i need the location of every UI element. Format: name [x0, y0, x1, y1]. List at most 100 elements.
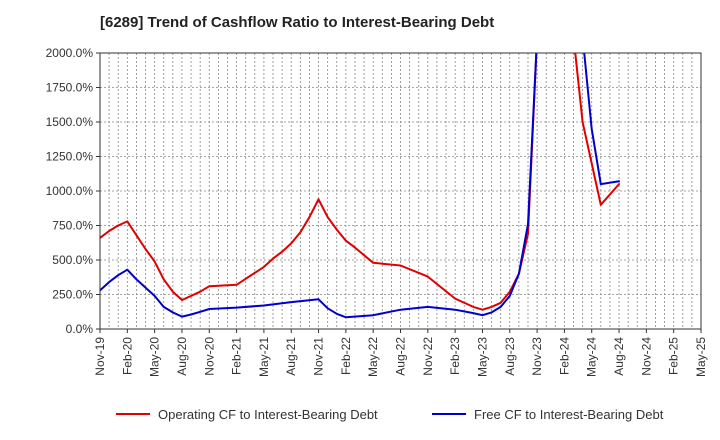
series-2-point	[136, 279, 138, 281]
x-tick-label: Feb-20	[120, 337, 134, 375]
series-1-point	[181, 299, 183, 301]
y-tick-label: 2000.0%	[46, 46, 94, 60]
series-1-point	[272, 258, 274, 260]
x-tick-label: Nov-23	[530, 337, 544, 376]
series-1-point	[290, 243, 292, 245]
x-tick-label: Aug-23	[503, 337, 517, 376]
series-1-point	[345, 240, 347, 242]
x-tick-label: May-25	[694, 337, 708, 377]
series-1-point	[236, 284, 238, 286]
series-2-point	[199, 311, 201, 313]
series-1-point	[163, 279, 165, 281]
series-2-point	[163, 306, 165, 308]
y-tick-label: 1500.0%	[46, 115, 94, 129]
series-2-point	[527, 223, 529, 225]
x-tick-label: Feb-21	[230, 337, 244, 375]
series-2-point	[181, 316, 183, 318]
legend-label-1: Operating CF to Interest-Bearing Debt	[158, 407, 378, 422]
series-1-point	[190, 295, 192, 297]
x-tick-label: May-24	[585, 337, 599, 377]
series-2-point	[145, 287, 147, 289]
x-tick-label: Nov-20	[202, 337, 216, 376]
legend-label-2: Free CF to Interest-Bearing Debt	[474, 407, 664, 422]
series-1-point	[309, 216, 311, 218]
series-1-point	[117, 225, 119, 227]
series-2-point	[618, 181, 620, 183]
y-tick-label: 1000.0%	[46, 184, 94, 198]
series-2-point	[345, 317, 347, 319]
x-tick-label: Nov-22	[421, 337, 435, 376]
series-1-point	[454, 298, 456, 300]
x-axis-ticks: Nov-19 Feb-20 May-20 Aug-20 Nov-20 Feb-21 May-…	[93, 329, 708, 377]
series-1-point	[372, 262, 374, 264]
x-tick-label: Feb-25	[667, 337, 681, 375]
series-2-point	[491, 312, 493, 314]
series-2-point	[190, 314, 192, 316]
series-1-point	[473, 306, 475, 308]
series-1-point	[354, 247, 356, 249]
series-2-point	[482, 314, 484, 316]
series-1-point	[591, 163, 593, 165]
x-tick-label: Nov-21	[312, 337, 326, 376]
series-2-point	[318, 299, 320, 301]
series-1-point	[154, 261, 156, 263]
series-2-point	[454, 309, 456, 311]
series-2-point	[591, 128, 593, 130]
series-1-point	[300, 232, 302, 234]
chart-title: [6289] Trend of Cashflow Ratio to Intere…	[100, 14, 495, 31]
series-1-point	[136, 234, 138, 236]
series-1-point	[108, 230, 110, 232]
series-line-2	[100, 53, 620, 319]
series-1-point	[336, 229, 338, 231]
series-2-point	[336, 313, 338, 315]
series-2-point	[473, 312, 475, 314]
series-2-point	[108, 281, 110, 283]
series-2-point	[600, 183, 602, 185]
series-1-point	[127, 221, 129, 223]
x-tick-label: Feb-24	[557, 337, 571, 375]
series-2-point	[400, 309, 402, 311]
series-1-point	[400, 265, 402, 267]
series-1-point	[618, 183, 620, 185]
series-2-point	[263, 305, 265, 307]
series-2-point	[154, 295, 156, 297]
series-2-point	[427, 306, 429, 308]
y-axis-ticks: 0.0% 250.0% 500.0% 750.0% 1000.0% 1250.0% 1500…	[46, 46, 100, 336]
series-1-point	[600, 204, 602, 206]
series-1-point	[427, 276, 429, 278]
legend: Operating CF to Interest-Bearing Debt Fre…	[116, 407, 664, 422]
series-2-point	[290, 301, 292, 303]
y-tick-label: 0.0%	[66, 322, 94, 336]
x-tick-label: May-23	[475, 337, 489, 377]
series-2-point	[372, 314, 374, 316]
y-tick-label: 750.0%	[52, 219, 93, 233]
x-tick-label: Nov-19	[93, 337, 107, 376]
x-tick-label: Aug-24	[612, 337, 626, 376]
series-1-point	[145, 248, 147, 250]
series-2-point	[172, 312, 174, 314]
y-tick-label: 250.0%	[52, 288, 93, 302]
x-tick-label: Feb-22	[339, 337, 353, 375]
x-tick-label: May-20	[148, 337, 162, 377]
series-1-point	[482, 309, 484, 311]
series-1-point	[318, 199, 320, 201]
series-layer	[100, 53, 620, 319]
series-1-point	[172, 291, 174, 293]
x-tick-label: Aug-21	[284, 337, 298, 376]
series-1-point	[263, 266, 265, 268]
series-2-point	[117, 274, 119, 276]
series-1-point	[327, 216, 329, 218]
series-2-point	[127, 269, 129, 271]
x-tick-label: Nov-24	[639, 337, 653, 376]
series-1-point	[491, 306, 493, 308]
x-tick-label: Aug-20	[175, 337, 189, 376]
series-1-point	[199, 291, 201, 293]
y-tick-label: 1250.0%	[46, 150, 94, 164]
series-2-point	[327, 308, 329, 310]
series-1-point	[209, 285, 211, 287]
series-2-point	[209, 308, 211, 310]
series-2-point	[518, 273, 520, 275]
series-2-point	[509, 295, 511, 297]
series-1-point	[281, 251, 283, 253]
